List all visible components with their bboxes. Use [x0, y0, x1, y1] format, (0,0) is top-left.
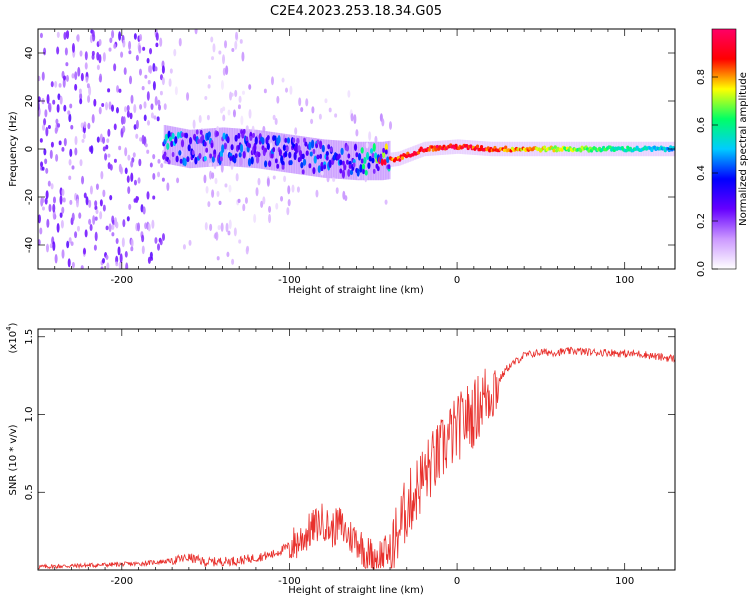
y-tick-label: 1.5 — [24, 329, 35, 345]
colorbar-tick-label: 0.0 — [696, 261, 707, 277]
x-tick-label: 0 — [454, 275, 460, 286]
snr-y-axis-label: SNR (10 * v/v) — [8, 424, 19, 495]
y-tick-label: 0.5 — [24, 484, 35, 500]
colorbar-gradient — [711, 28, 737, 270]
y-tick-label: -20 — [24, 189, 35, 205]
snr-y-multiplier-close: ) — [8, 322, 19, 326]
x-tick-label: 100 — [615, 576, 634, 587]
y-tick-label: 20 — [24, 95, 35, 108]
spectrogram-x-axis-label: Height of straight line (km) — [288, 285, 424, 296]
spectrogram-y-axis-label: Frequency (Hz) — [8, 111, 19, 187]
y-tick-label: 40 — [24, 47, 35, 60]
colorbar-tick-label: 0.8 — [696, 69, 707, 85]
colorbar-ticks: 0.0 0.2 0.4 0.6 0.8 — [696, 69, 718, 277]
y-tick-label: 1.0 — [24, 407, 35, 423]
spectrogram-heatmap — [38, 29, 675, 269]
x-tick-label: -100 — [278, 275, 301, 286]
snr-series-line — [38, 346, 675, 570]
x-tick-label: -100 — [278, 576, 301, 587]
snr-y-multiplier: (x104) — [5, 322, 19, 353]
x-tick-label: 100 — [615, 275, 634, 286]
x-tick-label: -200 — [110, 576, 133, 587]
figure-title: C2E4.2023.253.18.34.G05 — [270, 4, 442, 19]
colorbar: 0.0 0.2 0.4 0.6 0.8 Normalized spectral ampl… — [696, 28, 749, 277]
x-tick-label: -200 — [110, 275, 133, 286]
snr-y-multiplier-exp: 4 — [5, 326, 13, 331]
x-tick-label: 0 — [454, 576, 460, 587]
snr-panel: -200 -100 0 100 0.5 1.0 1.5 Height of straight… — [5, 322, 676, 596]
colorbar-tick-label: 0.6 — [696, 117, 707, 133]
snr-y-multiplier-base: (x10 — [8, 331, 19, 354]
y-tick-label: -40 — [24, 237, 35, 253]
snr-ticks: -200 -100 0 100 0.5 1.0 1.5 — [24, 329, 676, 587]
colorbar-label: Normalized spectral amplitude — [738, 72, 749, 226]
colorbar-tick-label: 0.4 — [696, 165, 707, 181]
snr-background — [38, 329, 675, 570]
colorbar-tick-label: 0.2 — [696, 213, 707, 229]
y-tick-label: 0 — [24, 146, 35, 152]
snr-x-axis-label: Height of straight line (km) — [288, 585, 424, 596]
